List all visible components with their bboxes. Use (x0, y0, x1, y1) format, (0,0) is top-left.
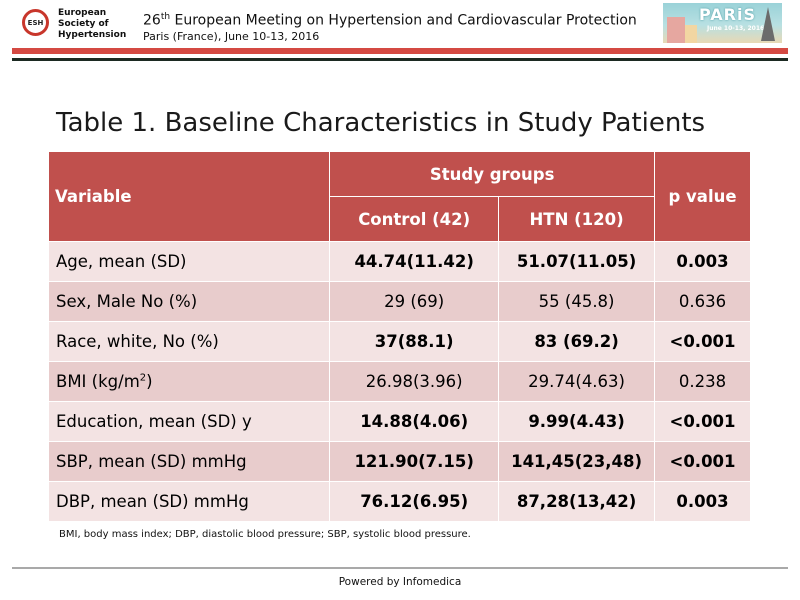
row-control: 26.98(3.96) (329, 361, 500, 402)
meeting-info: 26th European Meeting on Hypertension an… (143, 8, 637, 44)
building-shape (685, 25, 697, 43)
row-htn: 83 (69.2) (498, 321, 656, 362)
banner-word: PARiS (699, 5, 756, 24)
meeting-title: 26th European Meeting on Hypertension an… (143, 8, 637, 30)
table-footnote: BMI, body mass index; DBP, diastolic blo… (59, 529, 471, 540)
banner-date: June 10-13, 2016 (707, 25, 765, 32)
column-header-htn: HTN (120) (498, 196, 656, 242)
row-variable: BMI (kg/m2) (47, 361, 331, 402)
table-row: DBP, mean (SD) mmHg 76.12(6.95) 87,28(13… (47, 481, 751, 522)
logo-line-1: European (58, 8, 107, 18)
table-row: Education, mean (SD) y 14.88(4.06) 9.99(… (47, 401, 751, 442)
row-p-value: 0.003 (654, 241, 751, 282)
row-htn: 9.99(4.43) (498, 401, 656, 442)
table-row: Age, mean (SD) 44.74(11.42) 51.07(11.05)… (47, 241, 751, 282)
header-divider-red (12, 48, 788, 54)
row-htn: 51.07(11.05) (498, 241, 656, 282)
footer-credit: Powered by Infomedica (338, 576, 462, 588)
meeting-subtitle: Paris (France), June 10-13, 2016 (143, 29, 320, 43)
row-p-value: 0.636 (654, 281, 751, 322)
baseline-table: Variable Study groups p value Control (4… (47, 151, 751, 522)
row-control: 29 (69) (329, 281, 500, 322)
esh-logo-abbrev: ESH (27, 18, 44, 27)
eiffel-tower-icon (761, 7, 775, 41)
slide-title: Table 1. Baseline Characteristics in Stu… (56, 108, 706, 138)
row-htn: 141,45(23,48) (498, 441, 656, 482)
meeting-ordinal-suffix: th (160, 12, 171, 22)
column-header-study-groups: Study groups (329, 151, 656, 197)
row-variable: SBP, mean (SD) mmHg (47, 441, 331, 482)
table-row: SBP, mean (SD) mmHg 121.90(7.15) 141,45(… (47, 441, 751, 482)
row-p-value: 0.238 (654, 361, 751, 402)
row-variable: Race, white, No (%) (47, 321, 331, 362)
row-p-value: <0.001 (654, 401, 751, 442)
row-p-value: <0.001 (654, 441, 751, 482)
esh-logo-icon: ESH (22, 9, 49, 36)
row-control: 14.88(4.06) (329, 401, 500, 442)
slide-header: ESH European Society of Hypertension 26t… (0, 0, 800, 48)
row-variable-text: BMI (kg/m (56, 372, 140, 391)
meeting-ordinal: 26 (143, 12, 161, 29)
row-p-value: <0.001 (654, 321, 751, 362)
row-control: 121.90(7.15) (329, 441, 500, 482)
logo-line-2: Society of (58, 19, 109, 29)
esh-logo-text: European Society of Hypertension (58, 8, 126, 41)
row-htn: 55 (45.8) (498, 281, 656, 322)
column-header-control: Control (42) (329, 196, 500, 242)
row-control: 44.74(11.42) (329, 241, 500, 282)
row-p-value: 0.003 (654, 481, 751, 522)
row-variable-close: ) (146, 372, 153, 391)
row-variable: DBP, mean (SD) mmHg (47, 481, 331, 522)
table-row: BMI (kg/m2) 26.98(3.96) 29.74(4.63) 0.23… (47, 361, 751, 402)
row-htn: 29.74(4.63) (498, 361, 656, 402)
footer-divider (12, 567, 788, 569)
row-variable-superscript: 2 (139, 372, 147, 384)
column-header-p-value: p value (654, 151, 751, 242)
building-shape (667, 17, 685, 43)
paris-banner-image: PARiS June 10-13, 2016 (663, 3, 782, 43)
table-row: Sex, Male No (%) 29 (69) 55 (45.8) 0.636 (47, 281, 751, 322)
row-variable: Education, mean (SD) y (47, 401, 331, 442)
row-htn: 87,28(13,42) (498, 481, 656, 522)
row-control: 76.12(6.95) (329, 481, 500, 522)
meeting-title-text: European Meeting on Hypertension and Car… (170, 12, 637, 29)
logo-line-3: Hypertension (58, 30, 127, 40)
row-variable: Age, mean (SD) (47, 241, 331, 282)
row-variable: Sex, Male No (%) (47, 281, 331, 322)
row-control: 37(88.1) (329, 321, 500, 362)
header-divider-dark (12, 58, 788, 61)
table-row: Race, white, No (%) 37(88.1) 83 (69.2) <… (47, 321, 751, 362)
esh-logo: ESH European Society of Hypertension (22, 7, 142, 43)
column-header-variable: Variable (47, 151, 331, 242)
